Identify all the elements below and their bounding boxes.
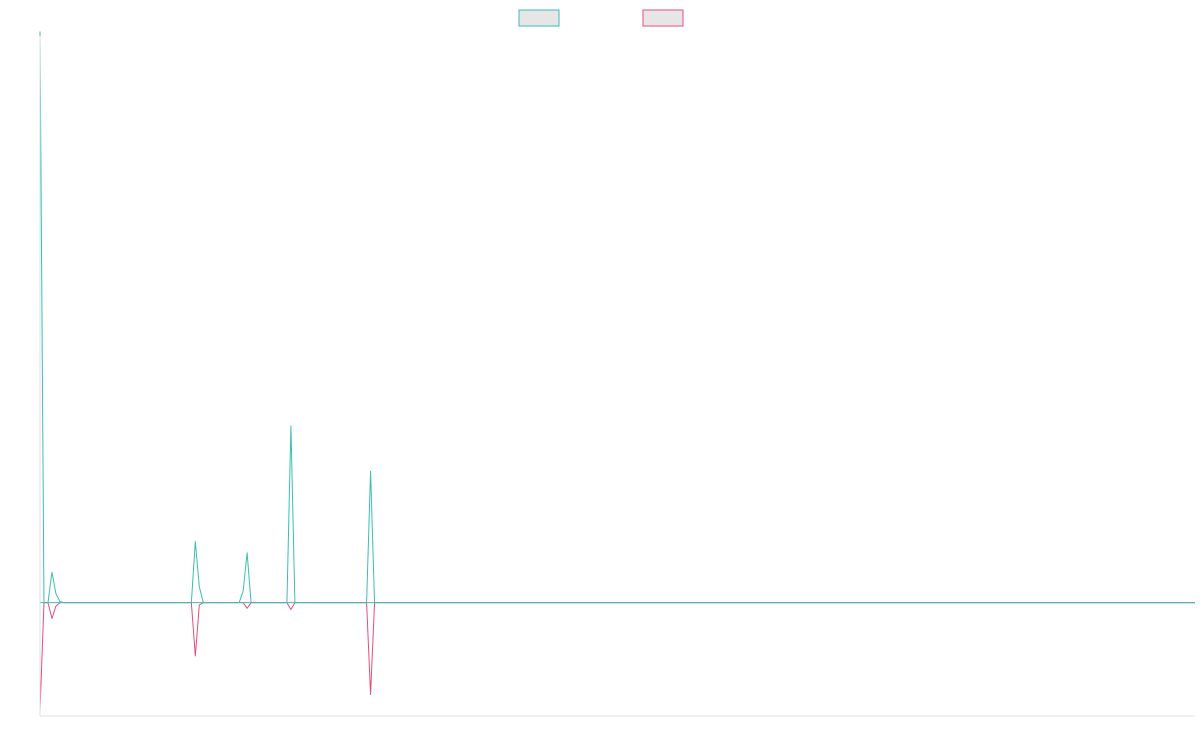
series-2-line xyxy=(39,602,1195,712)
legend xyxy=(518,9,684,27)
axes xyxy=(39,36,1195,717)
plot-area xyxy=(39,31,1195,712)
legend-swatch-series-1[interactable] xyxy=(518,9,560,27)
series-1-line xyxy=(39,31,1195,604)
legend-swatch-series-2[interactable] xyxy=(642,9,684,27)
